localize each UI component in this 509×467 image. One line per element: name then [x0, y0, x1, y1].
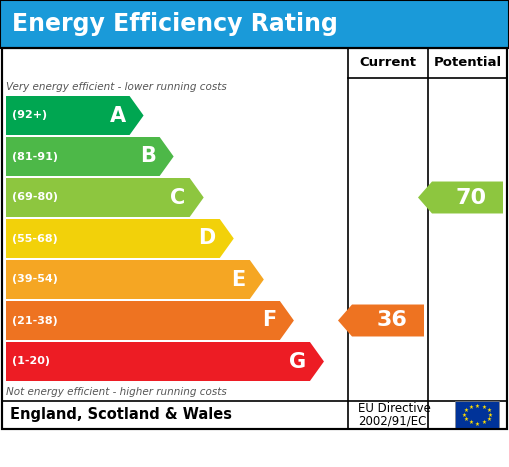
Bar	[2, 48, 507, 429]
Text: Current: Current	[359, 57, 416, 70]
Text: ★: ★	[464, 417, 469, 422]
Text: A: A	[109, 106, 126, 126]
Text: Very energy efficient - lower running costs: Very energy efficient - lower running co…	[6, 82, 227, 92]
Text: (39-54): (39-54)	[12, 275, 58, 284]
Polygon shape	[418, 182, 503, 213]
Text: 70: 70	[456, 187, 487, 207]
Bar	[0, 0, 509, 48]
Text: 2002/91/EC: 2002/91/EC	[358, 415, 427, 427]
Text: ★: ★	[488, 412, 493, 417]
Bar	[456, 401, 499, 429]
Polygon shape	[6, 342, 324, 381]
Polygon shape	[6, 219, 234, 258]
Text: England, Scotland & Wales: England, Scotland & Wales	[10, 408, 232, 423]
Text: ★: ★	[486, 417, 491, 422]
Text: (1-20): (1-20)	[12, 356, 50, 367]
Polygon shape	[6, 260, 264, 299]
Text: ★: ★	[469, 405, 473, 410]
Polygon shape	[6, 96, 144, 135]
Text: ★: ★	[482, 420, 487, 425]
Polygon shape	[6, 137, 174, 176]
Text: B: B	[140, 147, 156, 167]
Text: C: C	[171, 187, 186, 207]
Polygon shape	[6, 178, 204, 217]
Text: D: D	[199, 228, 216, 248]
Text: G: G	[289, 352, 306, 372]
Text: ★: ★	[482, 405, 487, 410]
Text: ★: ★	[486, 408, 491, 413]
Text: F: F	[262, 311, 276, 331]
Polygon shape	[338, 304, 424, 337]
Text: E: E	[232, 269, 246, 290]
Text: 36: 36	[377, 311, 407, 331]
Polygon shape	[6, 301, 294, 340]
Text: (92+): (92+)	[12, 111, 47, 120]
Text: ★: ★	[469, 420, 473, 425]
Text: Energy Efficiency Rating: Energy Efficiency Rating	[12, 12, 338, 36]
Text: ★: ★	[464, 408, 469, 413]
Text: ★: ★	[462, 412, 467, 417]
Text: (81-91): (81-91)	[12, 151, 58, 162]
Text: Not energy efficient - higher running costs: Not energy efficient - higher running co…	[6, 387, 227, 397]
Bar	[0, 0, 509, 48]
Text: ★: ★	[475, 403, 480, 409]
Text: (21-38): (21-38)	[12, 316, 58, 325]
Text: ★: ★	[475, 422, 480, 426]
Text: Potential: Potential	[434, 57, 501, 70]
Text: (69-80): (69-80)	[12, 192, 58, 203]
Bar	[2, 48, 507, 429]
Text: EU Directive: EU Directive	[358, 403, 431, 416]
Text: (55-68): (55-68)	[12, 234, 58, 243]
